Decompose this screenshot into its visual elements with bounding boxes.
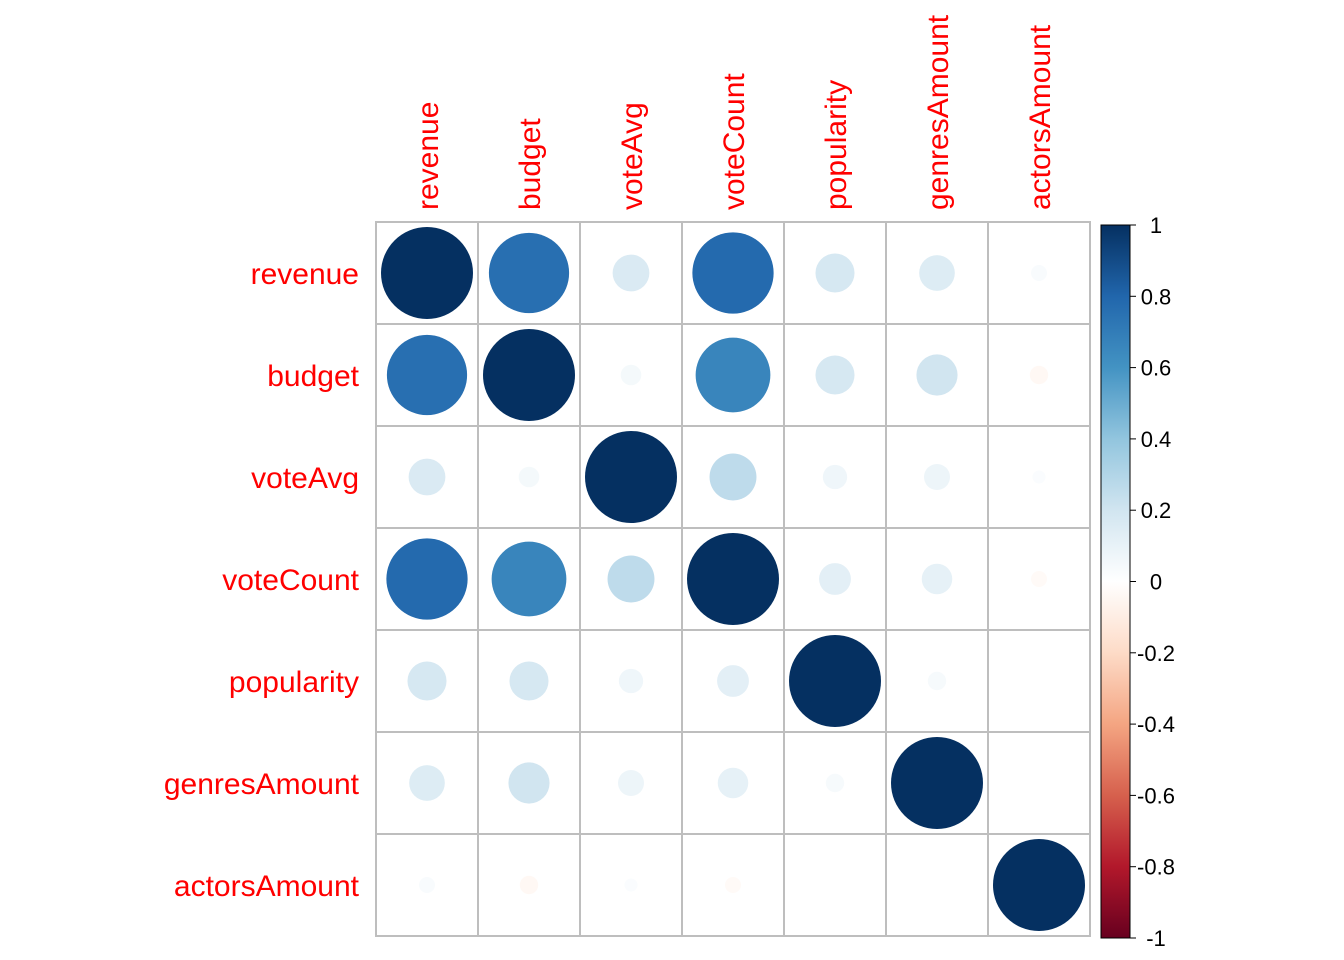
row-label-budget: budget — [267, 360, 359, 393]
column-label-voteCount: voteCount — [718, 73, 751, 210]
colorbar-tick-label: 0.8 — [1141, 284, 1172, 309]
color-legend: 1 0.8 0.6 0.4 0.2 0 -0.2 -0.4 -0.6 -0.8 -1 — [1100, 213, 1175, 951]
correlation-circle-voteCount-actorsAmount — [1031, 571, 1047, 587]
column-label-voteAvg: voteAvg — [616, 102, 649, 210]
colorbar-tick-label: -0.6 — [1137, 783, 1175, 808]
correlation-circle-revenue-budget — [488, 232, 570, 314]
colorbar-tick-label: 0.6 — [1141, 356, 1172, 381]
correlation-circle-revenue-actorsAmount — [1031, 265, 1047, 281]
row-label-voteCount: voteCount — [222, 564, 359, 597]
correlation-circle-voteCount-budget — [491, 541, 567, 617]
correlation-circle-actorsAmount-voteAvg — [624, 878, 638, 892]
correlation-circle-voteAvg-revenue — [408, 458, 446, 496]
correlation-circle-voteCount-voteAvg — [607, 555, 655, 603]
colorbar-tick-label: -0.2 — [1137, 641, 1175, 666]
correlation-circle-revenue-voteAvg — [612, 254, 650, 292]
matrix-cell — [885, 833, 989, 937]
matrix-cell — [987, 323, 1091, 427]
correlation-circle-actorsAmount-voteCount — [725, 877, 741, 893]
correlation-circle-genresAmount-voteCount — [717, 767, 749, 799]
correlation-circle-voteCount-voteCount — [687, 533, 779, 625]
correlation-circle-genresAmount-revenue — [409, 765, 445, 801]
correlation-circle-popularity-genresAmount — [927, 671, 947, 691]
matrix-cell — [681, 731, 785, 835]
colorbar-tick-label: 0 — [1150, 570, 1162, 595]
matrix-cell — [783, 833, 887, 937]
correlation-circle-popularity-voteAvg — [618, 668, 644, 694]
colorbar-tick-label: 0.2 — [1141, 498, 1172, 523]
correlation-circle-revenue-popularity — [815, 253, 855, 293]
correlation-circle-budget-genresAmount — [916, 354, 958, 396]
colorbar-tick-label: -0.8 — [1137, 855, 1175, 880]
correlation-circle-actorsAmount-revenue — [419, 877, 435, 893]
colorbar-tick-label: 1 — [1150, 213, 1162, 238]
correlation-circle-budget-revenue — [386, 334, 468, 416]
column-label-budget: budget — [514, 118, 547, 210]
column-label-popularity: popularity — [820, 80, 853, 210]
matrix-grid — [375, 221, 1091, 937]
column-label-actorsAmount: actorsAmount — [1024, 24, 1057, 210]
correlation-circle-voteAvg-genresAmount — [923, 463, 951, 491]
correlation-circle-voteAvg-voteCount — [709, 453, 757, 501]
row-label-voteAvg: voteAvg — [251, 462, 359, 495]
correlation-circle-actorsAmount-budget — [519, 875, 539, 895]
correlation-circle-revenue-voteCount — [692, 232, 774, 314]
colorbar-tick-label: -1 — [1146, 926, 1166, 951]
correlation-circle-popularity-revenue — [407, 661, 447, 701]
colorbar-tick-label: 0.4 — [1141, 427, 1172, 452]
column-labels: revenue budget voteAvg voteCount popularity g… — [412, 14, 1057, 210]
colorbar-gradient — [1100, 224, 1131, 939]
correlation-circle-budget-actorsAmount — [1029, 365, 1049, 385]
column-label-genresAmount: genresAmount — [922, 14, 955, 210]
row-label-genresAmount: genresAmount — [164, 768, 360, 801]
matrix-cell — [987, 629, 1091, 733]
correlation-circle-voteCount-popularity — [819, 563, 851, 595]
correlation-circle-voteAvg-voteAvg — [585, 431, 677, 523]
correlation-circle-budget-budget — [483, 329, 575, 421]
correlation-circle-actorsAmount-actorsAmount — [993, 839, 1085, 931]
correlation-circle-genresAmount-budget — [508, 762, 550, 804]
correlation-circle-genresAmount-genresAmount — [891, 737, 983, 829]
matrix-cell — [987, 731, 1091, 835]
correlation-circle-budget-voteCount — [695, 337, 771, 413]
correlation-circle-popularity-popularity — [789, 635, 881, 727]
correlation-circle-voteAvg-popularity — [822, 464, 848, 490]
correlation-circle-voteCount-revenue — [386, 538, 468, 620]
row-labels: revenue budget voteAvg voteCount popularity g… — [164, 258, 360, 903]
correlation-circle-revenue-revenue — [381, 227, 473, 319]
colorbar-tick-label: -0.4 — [1137, 712, 1175, 737]
correlation-circle-budget-popularity — [815, 355, 855, 395]
correlation-circles — [381, 227, 1085, 931]
column-label-revenue: revenue — [412, 102, 445, 210]
row-label-actorsAmount: actorsAmount — [174, 870, 360, 903]
correlation-circle-popularity-voteCount — [717, 665, 749, 697]
row-label-popularity: popularity — [229, 666, 359, 699]
correlation-circle-voteAvg-budget — [518, 466, 540, 488]
correlation-circle-budget-voteAvg — [620, 364, 642, 386]
correlation-circle-popularity-budget — [509, 661, 549, 701]
correlation-circle-revenue-genresAmount — [919, 255, 955, 291]
correlation-circle-voteCount-genresAmount — [921, 563, 953, 595]
row-label-revenue: revenue — [251, 258, 359, 291]
correlation-circle-genresAmount-voteAvg — [617, 769, 645, 797]
correlation-circle-genresAmount-popularity — [825, 773, 845, 793]
correlation-circle-voteAvg-actorsAmount — [1032, 470, 1046, 484]
